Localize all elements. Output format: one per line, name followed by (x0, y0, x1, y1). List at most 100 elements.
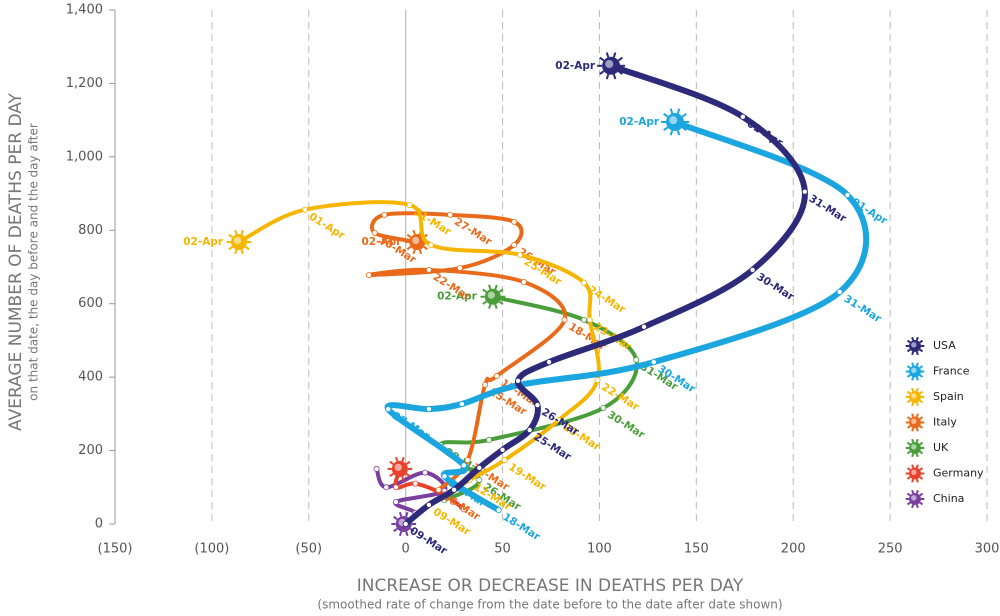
spike (911, 427, 915, 432)
spike (234, 249, 238, 255)
date-label: 02-Apr (183, 236, 224, 248)
icon-shine (911, 469, 917, 475)
date-label: 19-Mar (506, 461, 548, 494)
spike (919, 441, 924, 446)
date-label: 31-Mar (807, 193, 849, 226)
data-point (301, 206, 308, 213)
spike (405, 531, 409, 537)
spike (393, 527, 398, 533)
legend-icon (905, 489, 925, 509)
legend-label: Spain (933, 390, 964, 403)
data-point (534, 402, 541, 409)
series-line (402, 62, 808, 527)
date-label: 09-Mar (407, 525, 449, 558)
spike (393, 515, 398, 521)
icon-shine (669, 116, 678, 125)
x-tick-label: 50 (494, 542, 511, 557)
data-point (499, 446, 506, 453)
data-point (801, 188, 808, 195)
spike (482, 288, 487, 293)
data-point (515, 377, 522, 384)
icon-shine (911, 495, 917, 501)
data-point (373, 465, 380, 472)
data-point (600, 404, 607, 411)
data-point (412, 480, 419, 487)
spike (911, 336, 915, 341)
spike (919, 492, 924, 497)
spike (617, 70, 623, 75)
spike (911, 478, 915, 483)
data-point (650, 359, 657, 366)
spike (234, 229, 238, 235)
icon-shine (487, 291, 495, 299)
spike (911, 376, 915, 381)
data-point (511, 218, 518, 225)
spike (409, 527, 415, 533)
data-point (586, 316, 593, 323)
spike (915, 402, 919, 407)
spike (915, 438, 919, 443)
spike (681, 126, 687, 131)
data-point (460, 506, 467, 513)
spike (911, 489, 915, 494)
spike (915, 489, 919, 494)
spike (676, 130, 681, 136)
legend-icon (905, 464, 925, 483)
spike (488, 304, 492, 309)
icon-shine (911, 342, 917, 348)
y-tick-label: 400 (78, 370, 103, 385)
icon-shine (911, 444, 917, 450)
spike (401, 456, 405, 462)
spike (240, 249, 244, 255)
x-tick-label: (150) (98, 542, 133, 557)
icon-shine (412, 236, 420, 245)
x-tick-label: (100) (194, 542, 229, 557)
spike (398, 531, 403, 537)
spike (911, 362, 915, 367)
spike (911, 464, 915, 469)
spike (405, 460, 411, 466)
spike (906, 399, 911, 404)
data-point (381, 211, 388, 218)
data-point (555, 417, 562, 424)
date-label: 02-Apr (555, 60, 596, 72)
end-icon (226, 229, 252, 255)
data-point (392, 498, 399, 505)
data-point (511, 241, 518, 248)
x-tick-label: 0 (402, 542, 410, 557)
date-label: 30-Mar (605, 409, 647, 442)
data-point (493, 373, 500, 380)
spike (919, 399, 924, 404)
spike (919, 390, 924, 395)
data-point (406, 201, 413, 208)
spike (401, 476, 405, 482)
spike (906, 501, 911, 506)
date-label: 27-Mar (390, 410, 432, 443)
data-point (482, 381, 489, 388)
end-icon (661, 108, 689, 136)
spike (244, 245, 250, 251)
spike (669, 130, 674, 136)
spike (676, 108, 681, 114)
data-point (425, 406, 432, 413)
spike (605, 52, 610, 58)
spike (389, 460, 394, 466)
spike (911, 453, 915, 458)
spike (911, 351, 915, 356)
date-label: 01-Apr (745, 118, 786, 150)
spike (919, 467, 924, 471)
spike (915, 376, 919, 381)
spike (418, 249, 423, 255)
date-label: 25-Mar (532, 431, 574, 464)
spike (911, 413, 915, 418)
x-subtitle: (smoothed rate of change from the date b… (317, 598, 782, 612)
y-tick-label: 1,400 (66, 3, 103, 18)
data-point (526, 427, 533, 434)
x-tick-label: 150 (684, 542, 709, 557)
data-point (427, 241, 434, 248)
data-point (739, 113, 746, 120)
spike (612, 74, 617, 80)
data-point (392, 484, 399, 491)
icon-shine (911, 393, 917, 399)
